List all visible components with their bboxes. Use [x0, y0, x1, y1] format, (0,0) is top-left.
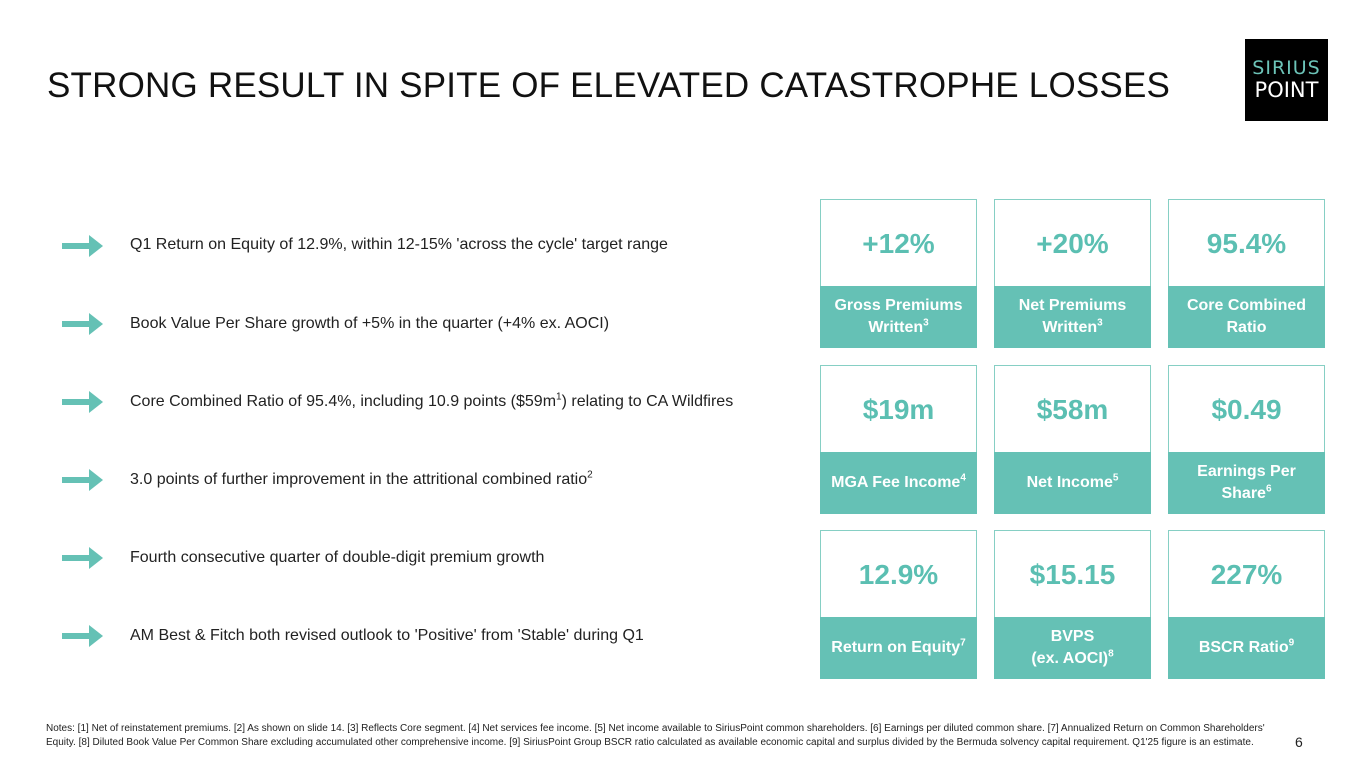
metric-label: Core Combined Ratio — [1168, 286, 1325, 348]
metric-label: Net Premiums Written3 — [994, 286, 1151, 348]
metric-label: MGA Fee Income4 — [820, 452, 977, 514]
metric-value: 227% — [1210, 559, 1283, 590]
metric-label: Earnings Per Share6 — [1168, 452, 1325, 514]
metric-label: Gross Premiums Written3 — [820, 286, 977, 348]
metric-card: $0.49 Earnings Per Share6 — [1168, 365, 1325, 514]
metric-card: $58m Net Income5 — [994, 365, 1151, 514]
arrow-icon — [62, 312, 104, 336]
metric-label: BVPS (ex. AOCI)8 — [994, 617, 1151, 679]
metric-card: $19m MGA Fee Income4 — [820, 365, 977, 514]
bullet-text: Q1 Return on Equity of 12.9%, within 12-… — [130, 236, 668, 253]
metric-card: +12% Gross Premiums Written3 — [820, 199, 977, 348]
arrow-icon — [62, 234, 104, 258]
bullet-text: Fourth consecutive quarter of double-dig… — [130, 549, 545, 566]
metric-label: BSCR Ratio9 — [1168, 617, 1325, 679]
bullet-text: 3.0 points of further improvement in the… — [130, 469, 593, 488]
logo-line-1: SIRIUS — [1252, 57, 1321, 79]
metric-label: Return on Equity7 — [820, 617, 977, 679]
metric-value: +12% — [862, 228, 935, 259]
metric-card: +20% Net Premiums Written3 — [994, 199, 1151, 348]
footnotes: Notes: [1] Net of reinstatement premiums… — [46, 723, 1265, 748]
bullet-text: Book Value Per Share growth of +5% in th… — [130, 315, 610, 332]
bullet-text: Core Combined Ratio of 95.4%, including … — [130, 391, 734, 410]
metric-value: $58m — [1036, 394, 1109, 425]
company-logo: SIRIUS POINT — [1245, 39, 1328, 121]
arrow-icon — [62, 624, 104, 648]
metric-value: $0.49 — [1211, 394, 1282, 425]
arrow-icon — [62, 546, 104, 570]
metric-value: +20% — [1036, 228, 1109, 259]
metric-card: 95.4% Core Combined Ratio — [1168, 199, 1325, 348]
metric-value: $19m — [862, 394, 935, 425]
metric-card: 12.9% Return on Equity7 — [820, 530, 977, 679]
metric-card: 227% BSCR Ratio9 — [1168, 530, 1325, 679]
arrow-icon — [62, 468, 104, 492]
logo-line-2: POINT — [1254, 78, 1319, 102]
page-number: 6 — [1295, 734, 1303, 750]
metric-card: $15.15 BVPS (ex. AOCI)8 — [994, 530, 1151, 679]
metric-label: Net Income5 — [994, 452, 1151, 514]
page-title: STRONG RESULT IN SPITE OF ELEVATED CATAS… — [47, 66, 1171, 105]
metric-value: $15.15 — [1029, 559, 1116, 590]
arrow-icon — [62, 390, 104, 414]
bullet-text: AM Best & Fitch both revised outlook to … — [130, 627, 644, 644]
metric-value: 95.4% — [1206, 228, 1287, 259]
metric-value: 12.9% — [858, 559, 939, 590]
